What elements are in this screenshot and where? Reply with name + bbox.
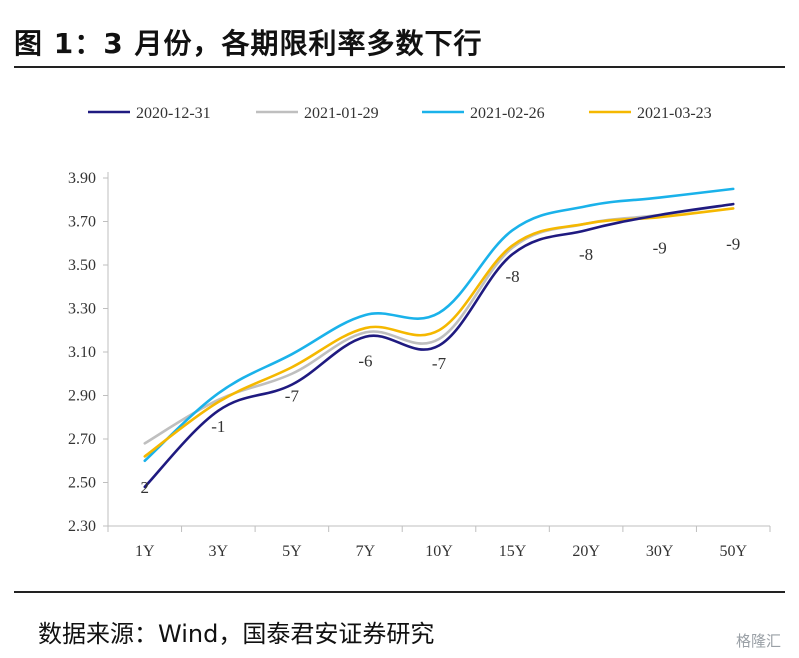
x-tick-label: 10Y [425, 543, 453, 560]
chart-data-labels: 2 -1 -7 -6 -7 -8 -8 -9 -9 [141, 234, 741, 497]
series-line-2020-12-31 [143, 202, 735, 489]
y-tick-label: 3.70 [68, 214, 96, 231]
y-tick-label: 3.10 [68, 344, 96, 361]
chart-axes: 2.30 2.50 2.70 2.90 3.10 3.30 3.50 3.70 3.90 1Y 3Y… [68, 170, 771, 560]
y-tick-label: 3.50 [68, 257, 96, 274]
figure-title: 图 1：3 月份，各期限利率多数下行 [14, 27, 483, 60]
watermark-logo: 格隆汇 [735, 632, 781, 650]
y-tick-label: 3.30 [68, 301, 96, 318]
y-tick-label: 3.90 [68, 170, 96, 187]
x-tick-label: 20Y [572, 543, 600, 560]
data-label: -1 [211, 417, 225, 436]
data-label: -9 [726, 234, 740, 253]
data-label: 2 [141, 478, 150, 497]
data-label: -7 [432, 354, 447, 373]
x-tick-label: 50Y [719, 543, 747, 560]
x-tick-label: 15Y [499, 543, 527, 560]
x-tick-label: 30Y [646, 543, 674, 560]
x-tick-label: 5Y [282, 543, 302, 560]
title-rule [14, 66, 785, 68]
y-tick-label: 2.70 [68, 431, 96, 448]
legend-label: 2021-02-26 [470, 105, 545, 122]
series-line-2021-03-23 [143, 207, 735, 458]
x-tick-label: 1Y [135, 543, 155, 560]
y-tick-label: 2.90 [68, 388, 96, 405]
y-tick-label: 2.50 [68, 475, 96, 492]
source-note: 数据来源：Wind，国泰君安证券研究 [38, 620, 435, 648]
y-tick-label: 2.30 [68, 518, 96, 535]
data-label: -6 [358, 352, 372, 371]
data-label: -7 [285, 387, 300, 406]
legend-label: 2021-03-23 [637, 105, 712, 122]
legend-label: 2020-12-31 [136, 105, 211, 122]
series-line-2021-01-29 [143, 202, 735, 445]
x-tick-label: 7Y [356, 543, 376, 560]
yield-curve-chart: 2020-12-31 2021-01-29 2021-02-26 2021-03-23… [68, 105, 771, 560]
data-label: -8 [505, 267, 519, 286]
chart-legend: 2020-12-31 2021-01-29 2021-02-26 2021-03-23 [88, 105, 712, 122]
series-line-2021-02-26 [143, 187, 735, 463]
legend-label: 2021-01-29 [304, 105, 379, 122]
data-label: -9 [653, 239, 667, 258]
source-rule [14, 591, 785, 593]
data-label: -8 [579, 245, 593, 264]
chart-series [143, 187, 735, 489]
x-tick-label: 3Y [209, 543, 229, 560]
